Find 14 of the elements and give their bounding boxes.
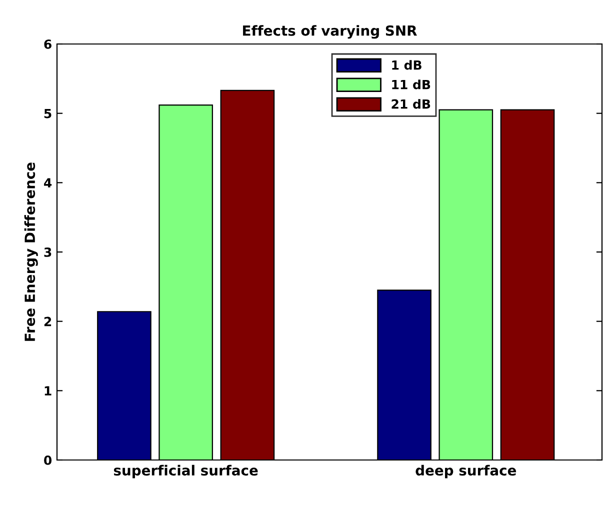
x-tick-label: deep surface xyxy=(416,464,516,478)
y-tick-label: 2 xyxy=(44,316,52,326)
legend-label: 1 dB xyxy=(392,60,422,70)
y-tick-label: 6 xyxy=(44,39,52,49)
y-axis-title: Free Energy Difference xyxy=(24,162,38,341)
y-tick-label: 0 xyxy=(44,455,52,465)
x-tick-label: superficial surface xyxy=(114,464,258,478)
chart-title: Effects of varying SNR xyxy=(243,25,417,39)
legend-label: 21 dB xyxy=(392,99,430,109)
y-tick-label: 4 xyxy=(44,178,52,188)
y-tick-label: 3 xyxy=(44,247,52,257)
legend-label: 11 dB xyxy=(392,80,430,90)
y-tick-label: 5 xyxy=(44,108,52,118)
y-tick-label: 1 xyxy=(44,386,52,396)
